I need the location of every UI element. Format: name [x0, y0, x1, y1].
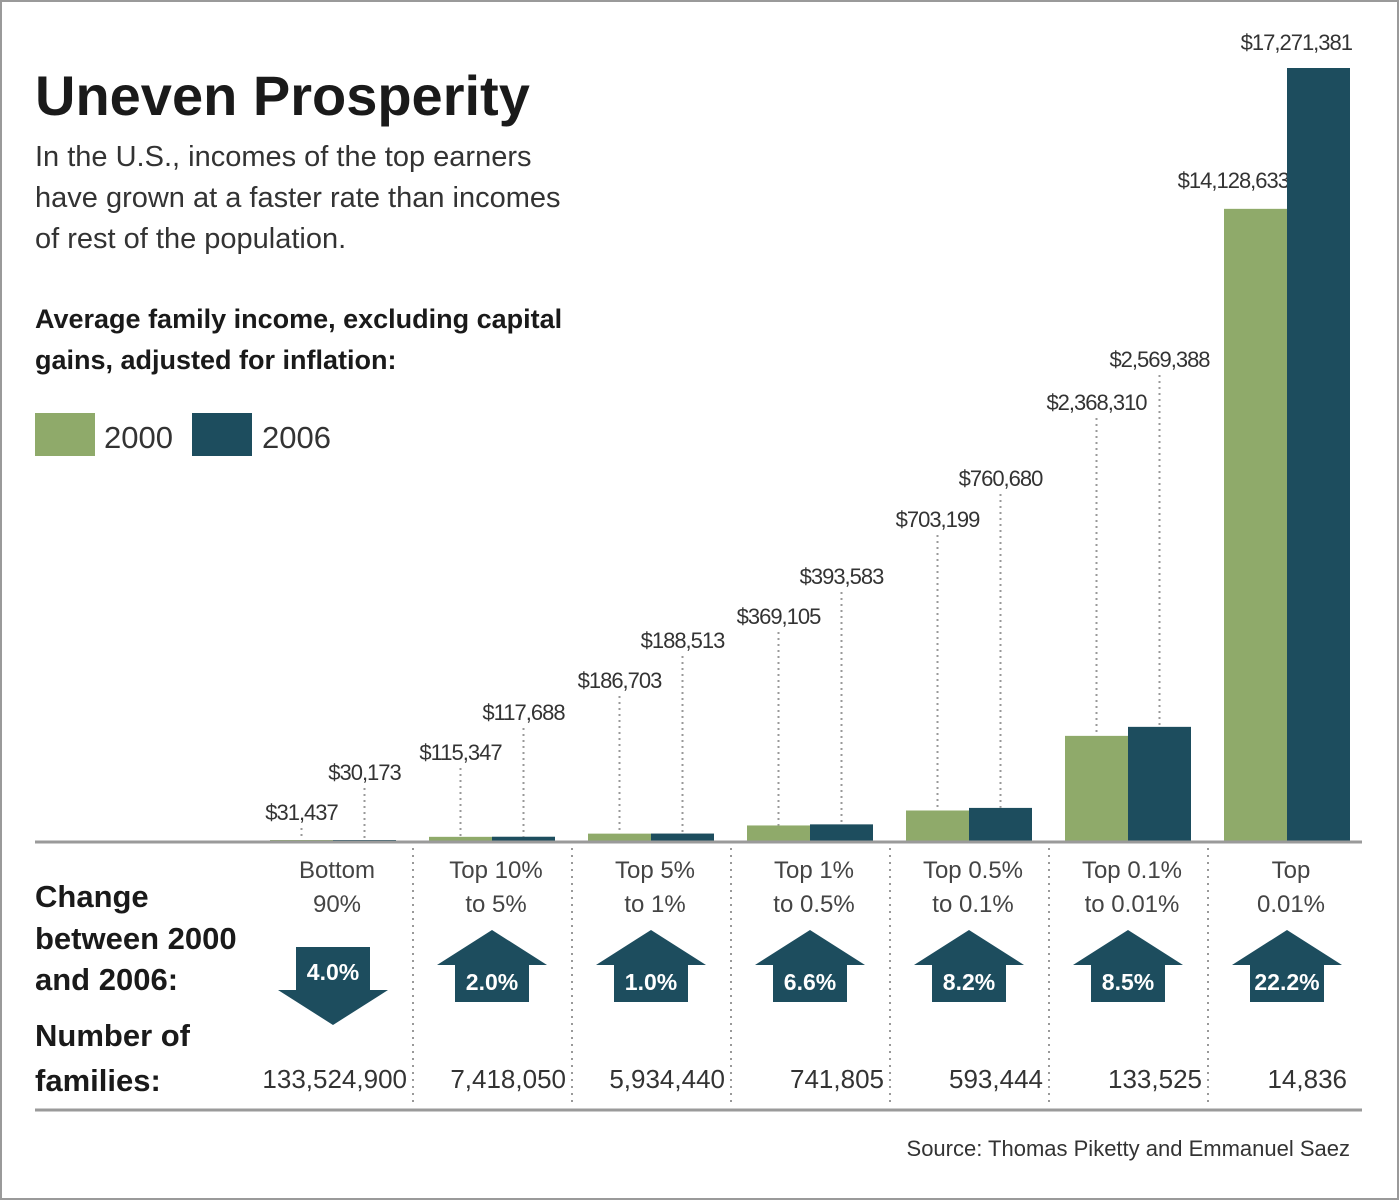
bar-2006 — [492, 836, 555, 842]
bar-2000 — [906, 810, 969, 842]
value-label: $760,680 — [959, 466, 1044, 491]
legend-label-2000: 2000 — [104, 420, 173, 455]
change-value: 6.6% — [784, 969, 836, 995]
arrow-up-icon — [1232, 930, 1342, 1002]
category-label: Top — [1272, 857, 1311, 884]
change-label: and 2006: — [35, 962, 178, 997]
change-value: 8.5% — [1102, 969, 1154, 995]
value-label: $14,128,633 — [1178, 168, 1290, 193]
category-label: to 0.01% — [1085, 891, 1180, 918]
change-label: between 2000 — [35, 921, 237, 956]
arrow-up-icon — [596, 930, 706, 1002]
bar-2006 — [1128, 726, 1191, 842]
change-label: Change — [35, 879, 149, 914]
category-label: Top 5% — [615, 857, 695, 884]
change-value: 4.0% — [307, 959, 359, 985]
families-value: 593,444 — [949, 1064, 1043, 1094]
value-label: $186,703 — [578, 668, 663, 693]
families-value: 741,805 — [790, 1064, 884, 1094]
value-label: $2,368,310 — [1046, 390, 1147, 415]
families-value: 7,418,050 — [450, 1064, 566, 1094]
category-label: to 0.5% — [773, 891, 854, 918]
subtitle-line: have grown at a faster rate than incomes — [35, 182, 561, 214]
value-label: $369,105 — [737, 604, 822, 629]
category-label: Bottom — [299, 857, 375, 884]
families-value: 133,525 — [1108, 1064, 1202, 1094]
value-label: $115,347 — [419, 740, 502, 765]
families-value: 14,836 — [1267, 1064, 1347, 1094]
category-label: Top 0.1% — [1082, 857, 1182, 884]
category-label: Top 10% — [449, 857, 542, 884]
category-label: Top 1% — [774, 857, 854, 884]
chart-heading: gains, adjusted for inflation: — [35, 345, 397, 375]
value-label: $117,688 — [482, 700, 565, 725]
category-label: 0.01% — [1257, 891, 1325, 918]
chart-title: Uneven Prosperity — [35, 64, 530, 127]
bar-2000 — [1224, 208, 1287, 842]
legend-swatch-2000 — [35, 413, 95, 456]
value-label: $188,513 — [641, 628, 726, 653]
category-label: 90% — [313, 891, 361, 918]
value-label: $2,569,388 — [1109, 347, 1210, 372]
change-value: 22.2% — [1254, 969, 1319, 995]
value-label: $393,583 — [800, 564, 885, 589]
legend-swatch-2006 — [192, 413, 252, 456]
bar-2006 — [1287, 68, 1350, 842]
value-label: $30,173 — [328, 760, 401, 785]
chart-heading: Average family income, excluding capital — [35, 304, 562, 334]
bar-2000 — [1065, 735, 1128, 842]
subtitle-line: of rest of the population. — [35, 223, 346, 255]
value-label: $17,271,381 — [1241, 30, 1353, 55]
category-label: to 1% — [624, 891, 685, 918]
bar-2000 — [588, 833, 651, 842]
value-label: $31,437 — [265, 800, 338, 825]
bar-2006 — [810, 824, 873, 842]
families-value: 133,524,900 — [262, 1064, 407, 1094]
arrow-up-icon — [437, 930, 547, 1002]
change-value: 1.0% — [625, 969, 677, 995]
source-note: Source: Thomas Piketty and Emmanuel Saez — [907, 1136, 1350, 1161]
arrow-up-icon — [1073, 930, 1183, 1002]
category-label: to 5% — [465, 891, 526, 918]
category-label: Top 0.5% — [923, 857, 1023, 884]
bar-2006 — [651, 833, 714, 842]
change-value: 2.0% — [466, 969, 518, 995]
bar-2006 — [969, 807, 1032, 842]
arrow-up-icon — [914, 930, 1024, 1002]
families-value: 5,934,440 — [609, 1064, 725, 1094]
bar-2000 — [429, 836, 492, 842]
bar-2000 — [747, 825, 810, 842]
families-label: Number of — [35, 1018, 191, 1053]
subtitle-line: In the U.S., incomes of the top earners — [35, 141, 531, 173]
legend-label-2006: 2006 — [262, 420, 331, 455]
families-label: families: — [35, 1063, 161, 1098]
arrow-down-icon — [278, 947, 388, 1025]
category-label: to 0.1% — [932, 891, 1013, 918]
arrow-up-icon — [755, 930, 865, 1002]
value-label: $703,199 — [896, 507, 981, 532]
change-value: 8.2% — [943, 969, 995, 995]
